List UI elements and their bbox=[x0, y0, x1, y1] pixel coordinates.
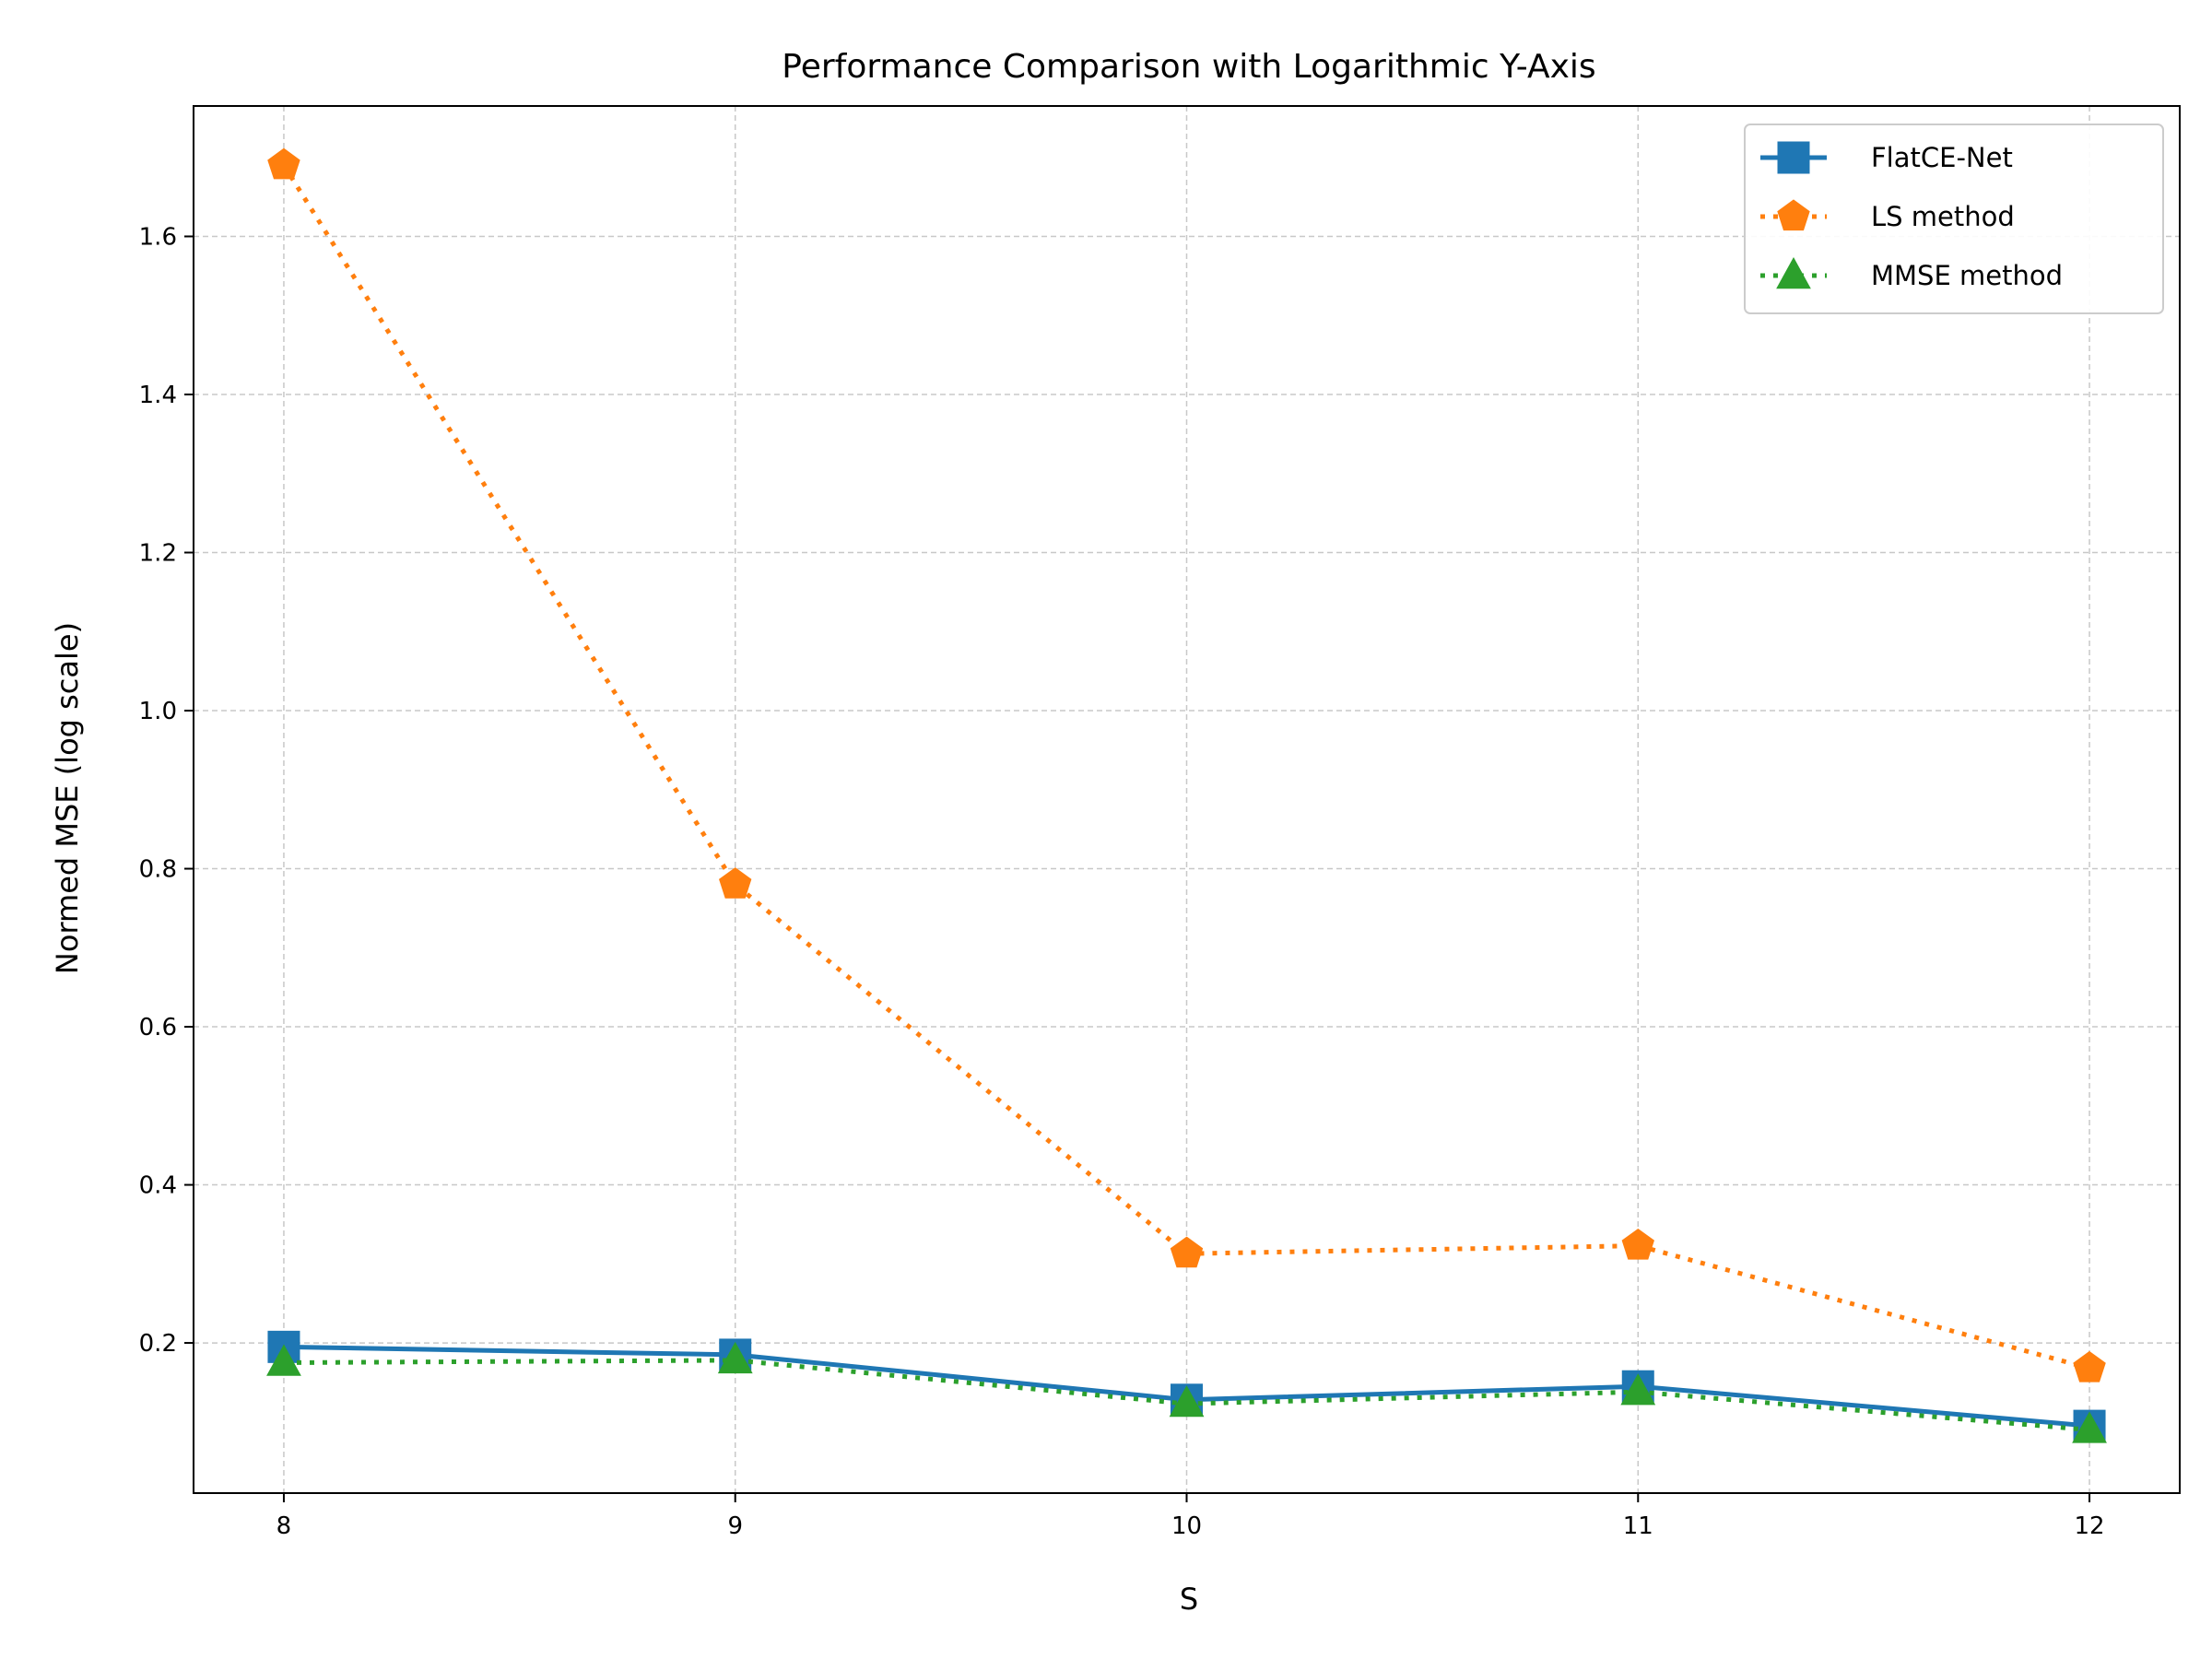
series-layer bbox=[266, 147, 2107, 1443]
y-tick-label: 0.6 bbox=[139, 1014, 177, 1041]
legend-item-ls-method: LS method bbox=[1760, 199, 2015, 232]
grid-lines bbox=[194, 106, 2180, 1493]
y-tick-label: 1.0 bbox=[139, 698, 177, 725]
legend-box bbox=[1744, 124, 2164, 314]
data-point-mmse-method bbox=[266, 1344, 301, 1376]
legend-item-mmse-method: MMSE method bbox=[1760, 256, 2063, 291]
legend-marker-ls-method bbox=[1777, 199, 1810, 231]
legend-marker-flatce-net bbox=[1777, 141, 1810, 174]
legend-label: LS method bbox=[1871, 201, 2015, 232]
data-point-mmse-method bbox=[717, 1341, 753, 1374]
data-point-mmse-method bbox=[2072, 1411, 2107, 1443]
y-tick-label: 1.4 bbox=[139, 382, 177, 409]
data-point-ls-method bbox=[2073, 1350, 2106, 1382]
chart-title: Performance Comparison with Logarithmic … bbox=[782, 48, 1595, 86]
y-axis-label: Normed MSE (log scale) bbox=[50, 622, 85, 974]
series-ls-method bbox=[267, 147, 2106, 1382]
x-tick-label: 12 bbox=[2074, 1512, 2104, 1540]
legend-label: MMSE method bbox=[1871, 260, 2063, 291]
data-point-ls-method bbox=[267, 147, 300, 180]
data-point-mmse-method bbox=[1169, 1385, 1205, 1418]
x-axis-label: S bbox=[1180, 1582, 1198, 1617]
x-tick-label: 11 bbox=[1623, 1512, 1653, 1540]
legend-label: FlatCE-Net bbox=[1871, 142, 2013, 173]
y-tick-label: 0.2 bbox=[139, 1330, 177, 1358]
y-tick-label: 0.8 bbox=[139, 856, 177, 884]
data-point-mmse-method bbox=[1620, 1373, 1656, 1406]
x-tick-label: 10 bbox=[1171, 1512, 1202, 1540]
legend-item-flatce-net: FlatCE-Net bbox=[1760, 141, 2013, 174]
y-tick-label: 1.2 bbox=[139, 540, 177, 568]
y-tick-label: 1.6 bbox=[139, 223, 177, 251]
x-tick-label: 9 bbox=[727, 1512, 743, 1540]
legend-marker-mmse-method bbox=[1776, 256, 1811, 289]
legend: FlatCE-Net LS method MMSE method bbox=[1744, 124, 2164, 314]
data-point-ls-method bbox=[719, 867, 752, 899]
data-point-ls-method bbox=[1170, 1236, 1204, 1268]
series-mmse-method bbox=[266, 1341, 2107, 1443]
data-point-ls-method bbox=[1621, 1228, 1654, 1260]
x-tick-label: 8 bbox=[276, 1512, 292, 1540]
axes: 8 9 10 11 12 0.2 0.4 0.6 0.8 1.0 1.2 1.4 1.6 bbox=[139, 223, 2105, 1540]
y-tick-label: 0.4 bbox=[139, 1172, 177, 1200]
